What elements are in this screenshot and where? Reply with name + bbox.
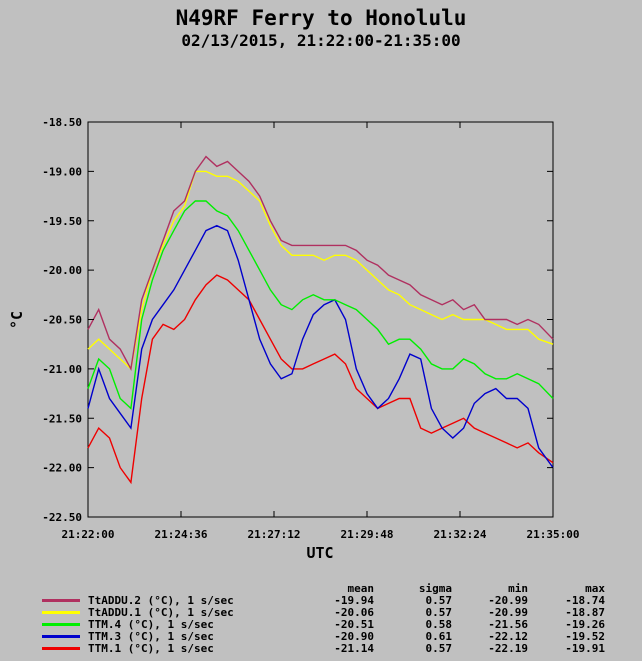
legend-min-value: -20.99 [488,606,528,619]
legend-swatch [42,647,80,650]
series-line-3 [87,224,554,469]
legend-sigma-value: 0.57 [425,594,453,607]
y-axis-label: °C [8,311,26,329]
series-line-0 [87,155,554,372]
legend-header-min: min [508,582,528,595]
legend-sigma-value: 0.57 [425,606,453,619]
legend-sigma-value: 0.61 [425,630,453,643]
legend-swatch [42,611,80,614]
legend-mean-value: -21.14 [334,642,374,655]
x-tick-label: 21:22:00 [62,528,115,541]
legend-series-name: TTM.4 (°C), 1 s/sec [88,618,214,631]
legend-max-value: -18.74 [565,594,605,607]
legend-item: TTM.3 (°C), 1 s/sec -20.90 0.61 -22.12 -19.5… [0,630,642,643]
legend-mean-value: -20.90 [334,630,374,643]
series-line-4 [87,274,554,485]
legend-min-value: -22.19 [488,642,528,655]
legend-min-value: -21.56 [488,618,528,631]
legend-item: TtADDU.1 (°C), 1 s/sec -20.06 0.57 -20.99 -1… [0,606,642,619]
y-tick-label: -22.00 [42,462,82,475]
x-tick-label: 21:32:24 [434,528,487,541]
legend-max-value: -19.26 [565,618,605,631]
legend-series-name: TtADDU.2 (°C), 1 s/sec [88,594,234,607]
legend-max-value: -18.87 [565,606,605,619]
y-tick-label: -21.50 [42,412,82,425]
x-tick-label: 21:29:48 [341,528,394,541]
y-tick-label: -19.50 [42,215,82,228]
x-tick-label: 21:35:00 [527,528,580,541]
y-tick-label: -20.50 [42,314,82,327]
legend-swatch [42,599,80,602]
y-tick-label: -19.00 [42,165,82,178]
legend-header-mean: mean [347,582,375,595]
chart-title: N49RF Ferry to Honolulu [175,6,467,30]
y-tick-label: -22.50 [42,511,82,524]
line-chart: -18.50 -19.00 -19.50 -20.00 -20.50 -21.00 -21.… [8,116,580,562]
legend-header-row: mean sigma min max [0,582,642,595]
legend-series-name: TtADDU.1 (°C), 1 s/sec [88,606,234,619]
y-tick-label: -20.00 [42,264,82,277]
legend-sigma-value: 0.57 [425,642,453,655]
x-tick-label: 21:24:36 [155,528,208,541]
legend-max-value: -19.52 [565,630,605,643]
y-tick-label: -18.50 [42,116,82,129]
x-tick-label: 21:27:12 [248,528,301,541]
series-line-2 [87,200,554,410]
legend-min-value: -20.99 [488,594,528,607]
legend-series-name: TTM.1 (°C), 1 s/sec [88,642,214,655]
legend: mean sigma min max TtADDU.2 (°C), 1 s/se… [0,580,642,661]
legend-sigma-value: 0.58 [425,618,453,631]
y-tick-label: -21.00 [42,363,82,376]
chart-subtitle: 02/13/2015, 21:22:00-21:35:00 [181,31,461,50]
legend-mean-value: -20.51 [334,618,374,631]
legend-mean-value: -20.06 [334,606,374,619]
legend-max-value: -19.91 [565,642,605,655]
legend-series-name: TTM.3 (°C), 1 s/sec [88,630,214,643]
legend-item: TTM.1 (°C), 1 s/sec -21.14 0.57 -22.19 -19.9… [0,642,642,655]
series-line-1 [87,170,554,371]
legend-header-sigma: sigma [418,582,452,595]
legend-swatch [42,635,80,638]
legend-item: TTM.4 (°C), 1 s/sec -20.51 0.58 -21.56 -19.2… [0,618,642,631]
series-layer [87,155,554,485]
y-axis: -18.50 -19.00 -19.50 -20.00 -20.50 -21.00 -21.… [42,116,553,524]
legend-mean-value: -19.94 [334,594,374,607]
legend-swatch [42,623,80,626]
legend-item: TtADDU.2 (°C), 1 s/sec -19.94 0.57 -20.99 -1… [0,594,642,607]
legend-header-max: max [585,582,605,595]
x-axis-label: UTC [306,544,333,562]
legend-min-value: -22.12 [488,630,528,643]
x-axis: 21:22:00 21:24:36 21:27:12 21:29:48 21:32:24… [62,122,580,541]
